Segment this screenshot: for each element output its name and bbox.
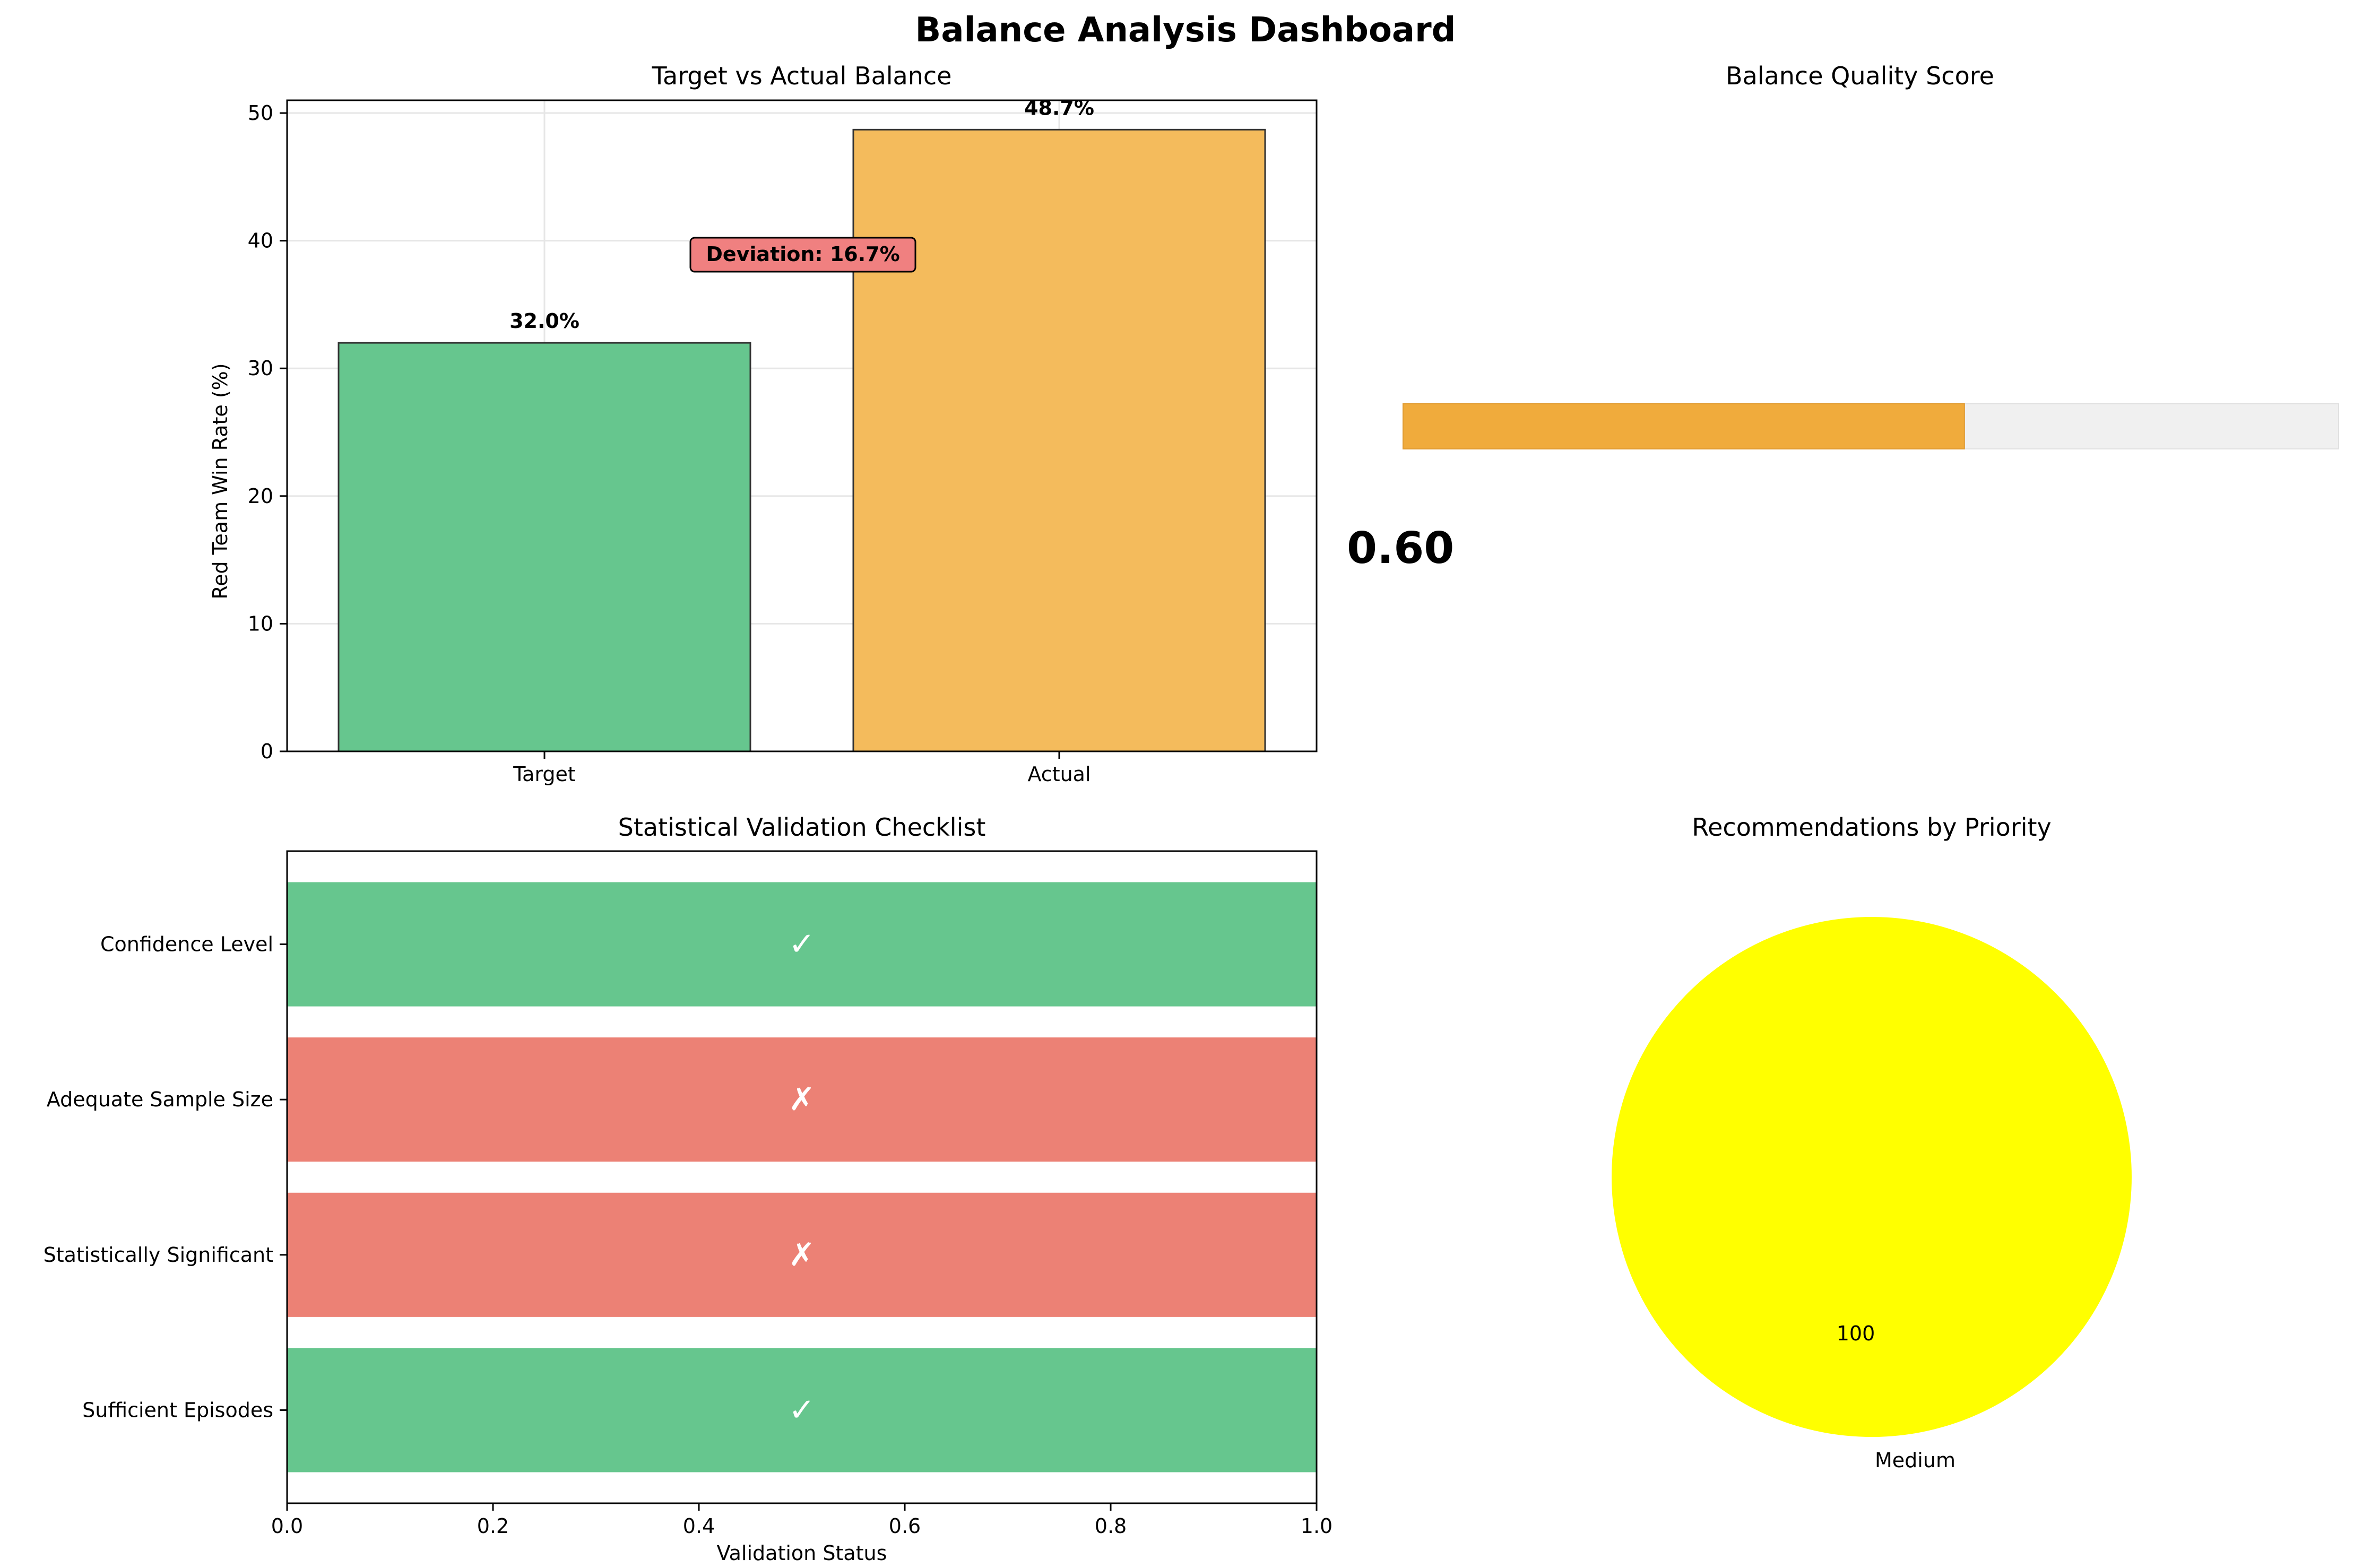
x-tick-label: 1.0 [1301, 1514, 1332, 1538]
pie-value-label: 100 [1837, 1322, 1875, 1345]
recommendations-panel: Recommendations by Priority 100 Medium [1612, 813, 2132, 1472]
bar-value-label: 32.0% [509, 309, 579, 333]
pie-slice-medium [1612, 917, 2132, 1437]
x-tick-label: 0.6 [889, 1514, 921, 1538]
y-tick-label: 0 [261, 740, 273, 763]
y-tick-label: 40 [248, 229, 273, 253]
plot-frame [286, 850, 1318, 1504]
gauge-fill [1403, 403, 1965, 449]
x-tick-label: Actual [1027, 763, 1091, 786]
y-tick-label: Sufficient Episodes [82, 1398, 273, 1422]
y-tick-label: Confidence Level [100, 933, 273, 956]
bar-chart-title: Target vs Actual Balance [652, 62, 952, 90]
deviation-label: Deviation: 16.7% [706, 242, 899, 266]
x-tick-label: 0.0 [271, 1514, 303, 1538]
y-tick-label: 50 [248, 101, 273, 125]
x-tick-label: 0.2 [477, 1514, 509, 1538]
quality-score-panel: Balance Quality Score 0.60 [1347, 62, 2339, 574]
y-tick-label: Adequate Sample Size [47, 1088, 273, 1111]
cross-icon: ✗ [789, 1081, 815, 1118]
dashboard-title: Balance Analysis Dashboard [915, 11, 1456, 50]
bar-chart-ylabel: Red Team Win Rate (%) [209, 363, 232, 599]
deviation-box [689, 237, 916, 273]
y-tick-label: Statistically Significant [44, 1243, 273, 1267]
quality-score-value: 0.60 [1347, 523, 1454, 574]
checklist-title: Statistical Validation Checklist [618, 813, 986, 842]
pie-chart-title: Recommendations by Priority [1692, 813, 2052, 842]
y-tick-label: 30 [248, 357, 273, 380]
checklist-bar-statistically-significant [287, 1192, 1317, 1317]
target-vs-actual-panel: Target vs Actual Balance Red Team Win Ra… [209, 62, 1318, 786]
bar-actual [852, 128, 1266, 752]
y-tick-label: 10 [248, 612, 273, 635]
bar-target [338, 342, 751, 752]
quality-score-title: Balance Quality Score [1726, 62, 1994, 90]
x-tick-label: 0.8 [1095, 1514, 1127, 1538]
deviation-annotation: Deviation: 16.7% [689, 237, 916, 273]
checklist-bar-sufficient-episodes [287, 1348, 1317, 1472]
plot-frame [286, 99, 1318, 752]
checklist-bar-adequate-sample-size [287, 1037, 1317, 1162]
checklist-xlabel: Validation Status [717, 1541, 887, 1565]
check-icon: ✓ [789, 1391, 815, 1428]
y-tick-label: 20 [248, 484, 273, 508]
pie-category-label: Medium [1875, 1449, 1955, 1472]
validation-checklist-panel: Statistical Validation Checklist ✓ ✗ ✗ ✓ Co… [44, 813, 1333, 1565]
x-tick-label: 0.4 [683, 1514, 715, 1538]
x-tick-label: Target [513, 763, 576, 786]
checklist-bar-confidence-level [287, 882, 1317, 1007]
cross-icon: ✗ [789, 1236, 815, 1274]
check-icon: ✓ [789, 926, 815, 963]
